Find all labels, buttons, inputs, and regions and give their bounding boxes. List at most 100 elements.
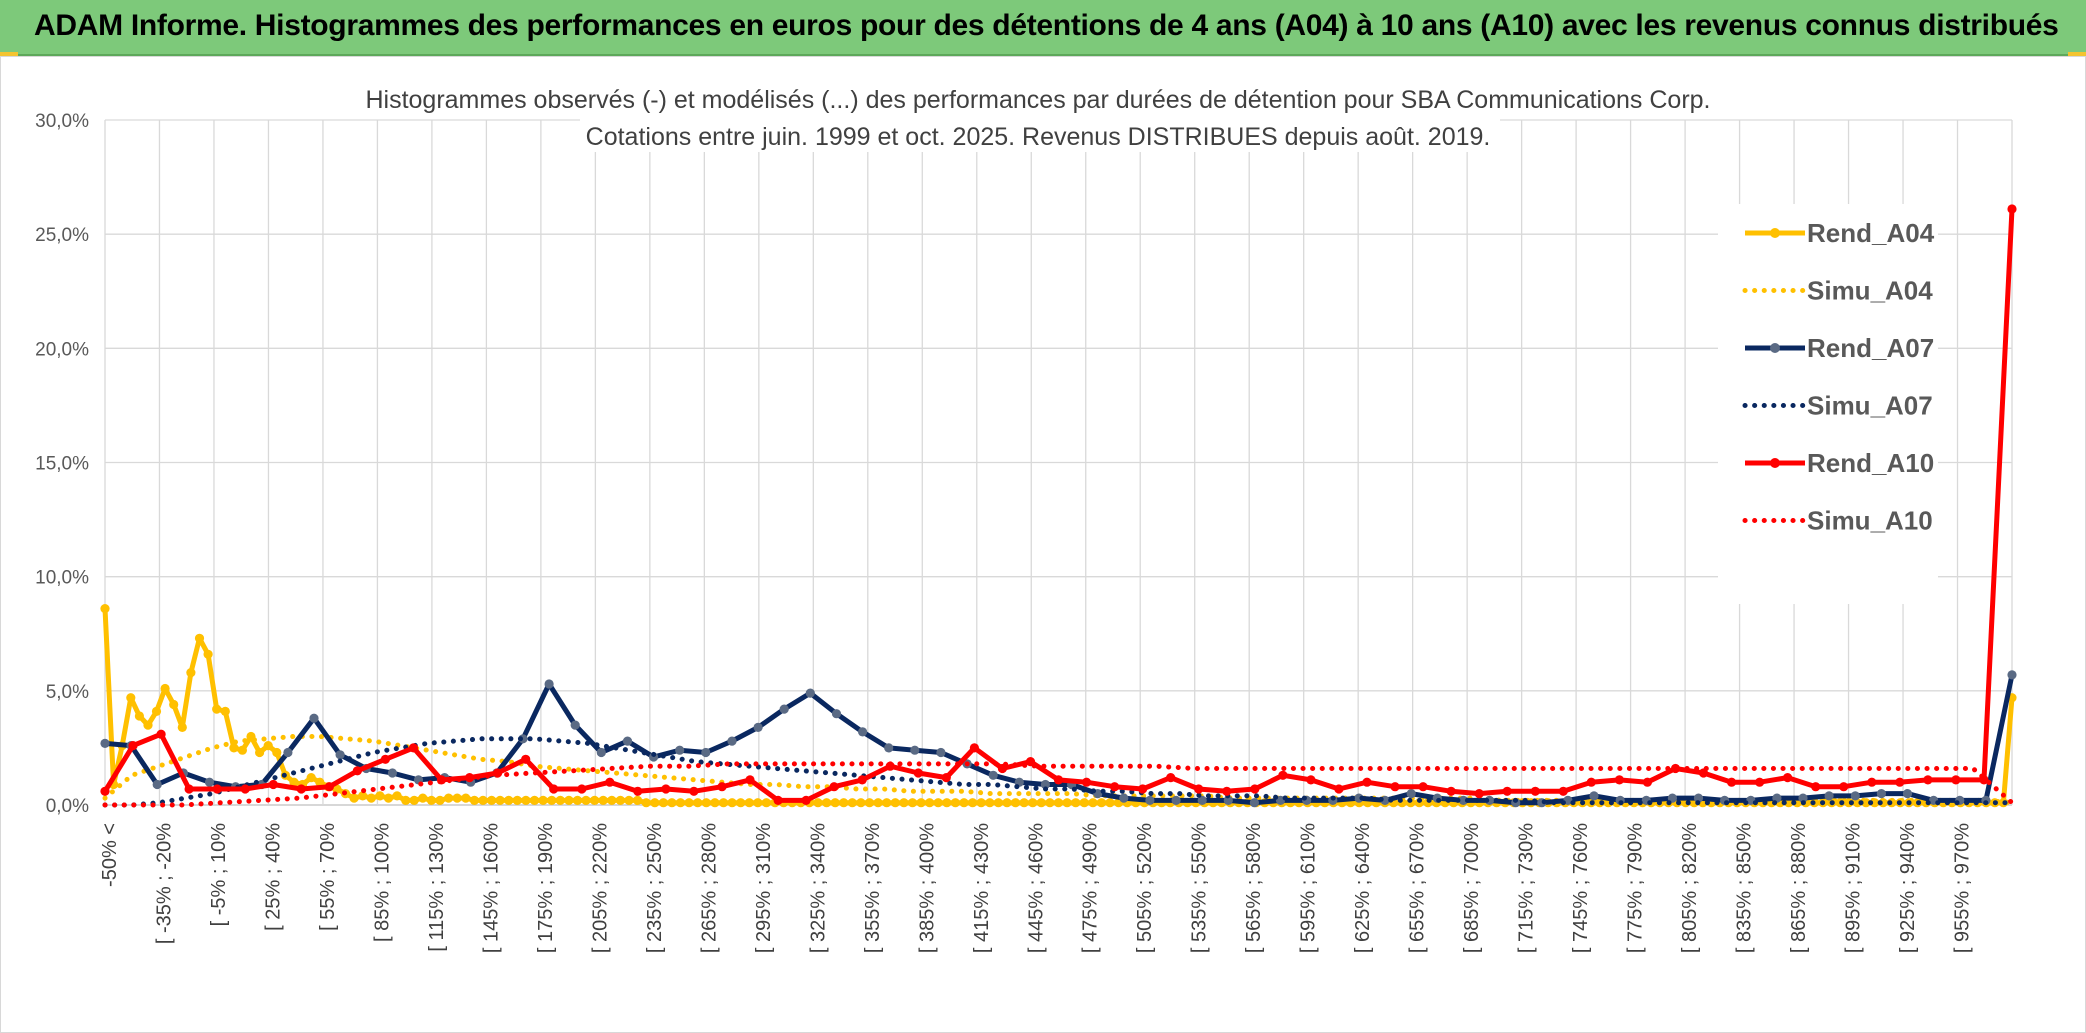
data-point-rend-a04 (538, 795, 548, 806)
data-point-rend-a04 (358, 791, 368, 801)
data-point-rend-a10 (1755, 777, 1765, 787)
data-point-rend-a10 (605, 777, 615, 787)
data-point-rend-a07 (204, 777, 215, 787)
data-point-rend-a04 (401, 795, 411, 806)
data-point-rend-a10 (1334, 784, 1344, 794)
legend-item-rend-a10[interactable]: Rend_A10 (1745, 448, 1934, 478)
data-point-rend-a04 (925, 798, 935, 808)
data-point-rend-a10 (549, 784, 559, 794)
x-tick-label: [ 715% ; 730% (1516, 823, 1538, 953)
data-point-rend-a04 (134, 711, 144, 721)
data-point-rend-a04 (890, 798, 900, 808)
data-point-rend-a10 (829, 782, 839, 792)
data-point-rend-a04 (847, 798, 857, 808)
data-point-rend-a04 (916, 798, 926, 808)
x-tick-label: [ 235% ; 250% (644, 823, 666, 953)
data-point-rend-a04 (873, 798, 883, 808)
data-point-rend-a10 (689, 786, 699, 796)
data-point-rend-a07 (622, 736, 633, 746)
legend-label: Rend_A07 (1807, 333, 1934, 363)
data-point-rend-a04 (332, 784, 342, 794)
series-simu-a07 (102, 736, 2015, 808)
data-point-rend-a04 (959, 798, 969, 808)
x-tick-label: [ 295% ; 310% (753, 823, 775, 953)
data-point-rend-a07 (1040, 779, 1050, 790)
data-point-rend-a07 (1249, 798, 1259, 808)
x-tick-label: [ 625% ; 640% (1352, 823, 1374, 953)
y-axis: 30,0% 25,0% 20,0% 15,0% 10,0% 5,0% 0,0% (35, 111, 89, 817)
data-point-rend-a04 (315, 777, 325, 787)
legend-item-simu-a07[interactable]: Simu_A07 (1742, 391, 1933, 421)
data-point-rend-a07 (910, 745, 920, 755)
data-point-rend-a04 (950, 798, 961, 808)
data-point-rend-a07 (805, 688, 815, 698)
data-point-rend-a07 (727, 736, 737, 746)
data-point-rend-a04 (143, 720, 153, 730)
data-point-rend-a07 (988, 770, 998, 780)
data-point-rend-a10 (380, 754, 390, 764)
chart-titles: Histogrammes observés (-) et modélisés (… (360, 80, 1720, 152)
data-point-rend-a07 (283, 747, 293, 758)
histogram-chart: 30,0% 25,0% 20,0% 15,0% 10,0% 5,0% 0,0% -50% <… (35, 80, 2017, 953)
x-tick-label: [ 655% ; 670% (1407, 823, 1429, 953)
data-point-rend-a04 (151, 706, 162, 717)
data-point-rend-a10 (2007, 204, 2017, 214)
data-point-rend-a04 (452, 793, 462, 803)
chart-subtitle: Cotations entre juin. 1999 et oct. 2025.… (586, 123, 1491, 151)
data-point-rend-a04 (813, 798, 823, 808)
data-point-rend-a04 (607, 795, 617, 806)
data-point-rend-a04 (581, 795, 591, 806)
y-tick-label: 15,0% (35, 454, 89, 475)
data-point-rend-a10 (1306, 775, 1316, 785)
legend-item-rend-a04[interactable]: Rend_A04 (1745, 218, 1935, 248)
data-point-rend-a04 (624, 795, 634, 806)
data-point-rend-a07 (1145, 795, 1155, 806)
x-axis: -50% < [ -35% ; -20% [ -5% ; 10% [ 25% ; 40… (99, 823, 1974, 953)
data-point-rend-a04 (375, 791, 385, 801)
data-point-rend-a10 (352, 766, 362, 776)
data-point-rend-a04 (487, 795, 497, 806)
legend[interactable]: Rend_A04 Simu_A04 Rend_A07 Simu_A07 Rend_A10… (1718, 204, 1938, 604)
data-point-rend-a10 (1867, 777, 1877, 787)
x-tick-label: [ 115% ; 130% (426, 823, 448, 952)
data-point-rend-a04 (744, 798, 754, 808)
x-tick-label: [ 445% ; 460% (1025, 823, 1047, 953)
data-point-rend-a10 (1362, 777, 1372, 787)
chart-title: Histogrammes observés (-) et modélisés (… (365, 86, 1710, 114)
legend-item-rend-a07[interactable]: Rend_A07 (1745, 333, 1934, 363)
data-point-rend-a10 (1614, 775, 1624, 785)
data-point-rend-a04 (864, 798, 875, 808)
x-tick-label: [ 775% ; 790% (1625, 823, 1647, 953)
data-point-rend-a04 (495, 795, 505, 806)
data-point-rend-a04 (856, 798, 866, 808)
data-point-rend-a04 (942, 798, 952, 808)
data-point-rend-a04 (572, 795, 583, 806)
data-point-rend-a10 (1586, 777, 1596, 787)
data-point-rend-a07 (1171, 795, 1181, 806)
data-point-rend-a10 (857, 775, 867, 785)
data-point-rend-a04 (1062, 798, 1072, 808)
x-tick-label: [ 955% ; 970% (1952, 823, 1974, 953)
series-simu-a04 (102, 734, 2015, 806)
title-backdrop (360, 80, 1720, 114)
data-point-rend-a04 (349, 793, 359, 803)
data-point-rend-a04 (933, 798, 943, 808)
data-point-rend-a10 (1727, 777, 1737, 787)
data-point-rend-a04 (177, 722, 187, 733)
data-point-rend-a07 (701, 747, 711, 758)
legend-label: Simu_A07 (1807, 391, 1933, 421)
data-point-rend-a10 (577, 784, 587, 794)
data-point-rend-a10 (408, 743, 419, 753)
report-banner: ADAM Informe. Histogrammes des performan… (0, 0, 2086, 56)
data-point-rend-a04 (736, 798, 746, 808)
data-point-rend-a04 (830, 798, 840, 808)
legend-item-simu-a10[interactable]: Simu_A10 (1742, 506, 1933, 536)
data-point-rend-a04 (641, 798, 651, 808)
data-point-rend-a10 (745, 775, 755, 785)
legend-item-simu-a04[interactable]: Simu_A04 (1742, 276, 1933, 306)
x-tick-label: [ 355% ; 370% (862, 823, 884, 953)
data-point-rend-a04 (547, 795, 557, 806)
data-point-rend-a04 (822, 798, 832, 808)
data-point-rend-a10 (717, 782, 727, 792)
data-point-rend-a04 (1079, 798, 1089, 808)
